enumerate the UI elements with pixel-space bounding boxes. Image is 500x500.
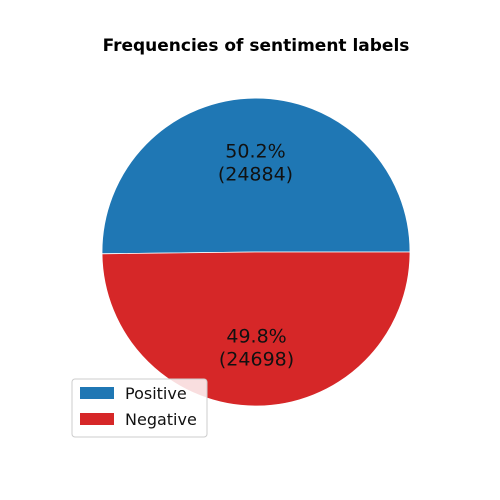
pie-percent-label-negative: 49.8%	[226, 325, 286, 347]
pie-slices	[101, 97, 411, 407]
chart-title: Frequencies of sentiment labels	[103, 36, 410, 56]
legend-label-negative: Negative	[125, 410, 197, 429]
legend-swatch-negative	[80, 413, 114, 425]
legend: Positive Negative	[71, 378, 208, 438]
pie-count-label-positive: (24884)	[218, 164, 293, 186]
legend-label-positive: Positive	[125, 384, 187, 403]
pie-slice-positive	[101, 97, 411, 255]
pie-count-label-negative: (24698)	[219, 348, 294, 370]
legend-swatch-positive	[80, 387, 114, 399]
pie-slice-negative	[101, 251, 411, 407]
pie-percent-label-positive: 50.2%	[225, 141, 285, 163]
pie-labels: 50.2%(24884) 49.8%(24698)	[218, 141, 294, 371]
